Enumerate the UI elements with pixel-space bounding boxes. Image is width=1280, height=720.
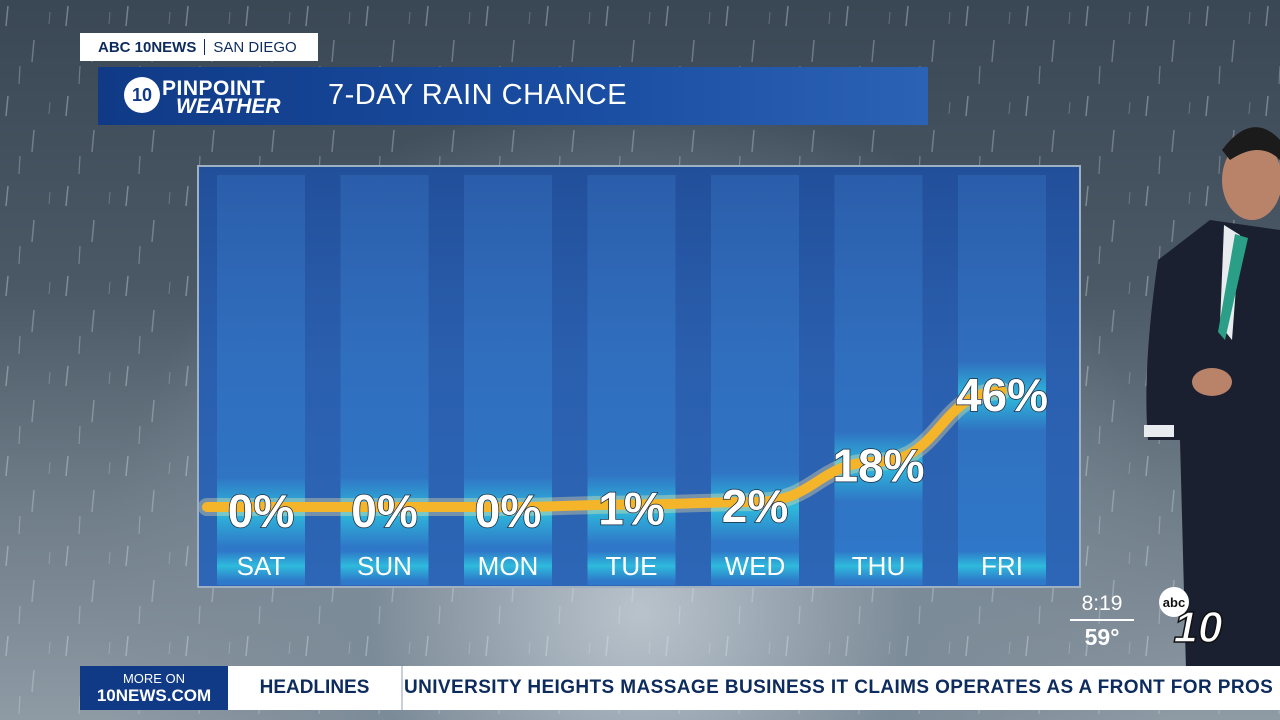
ticker-section: HEADLINES [228, 666, 403, 710]
pinpoint-weather-logo: 10 PINPOINT WEATHER [118, 75, 288, 119]
value-label: 0% [475, 485, 541, 537]
day-label: MON [478, 551, 539, 581]
more-on-10news[interactable]: MORE ON 10NEWS.COM [80, 666, 228, 710]
day-label: TUE [606, 551, 658, 581]
value-label: 2% [722, 480, 788, 532]
day-glow [217, 551, 305, 581]
value-label: 0% [228, 485, 294, 537]
logo-line1: PINPOINT [162, 77, 266, 100]
abc10-logo: abc 10 [1159, 587, 1224, 646]
current-temp: 59° [1084, 624, 1120, 650]
presenter-silhouette [1144, 127, 1280, 670]
logo-badge: 10 [124, 77, 160, 113]
graphic-title: 7-DAY RAIN CHANCE [328, 79, 628, 111]
title-bar: 10 PINPOINT WEATHER 7-DAY RAIN CHANCE [98, 67, 928, 125]
more-on-label: MORE ON [122, 671, 186, 686]
day-glow [834, 551, 923, 581]
chart-svg: 0% 0% 0% 1% 2% 18% 46% SAT SUN MON TUE WED THU FRI [198, 175, 1049, 585]
rain-chance-chart: 0% 0% 0% 1% 2% 18% 46% SAT SUN MON TUE WED THU FRI [197, 165, 1081, 588]
value-label: 18% [832, 440, 924, 492]
station-brand: ABC 10NEWS [98, 38, 197, 56]
value-label: 1% [598, 482, 664, 534]
day-label: FRI [981, 551, 1023, 581]
site-url: 10NEWS.COM [96, 686, 212, 705]
station-tag: ABC 10NEWS SAN DIEGO [80, 33, 318, 61]
day-glow [340, 551, 429, 581]
day-glow [587, 551, 676, 581]
ticker-story: UNIVERSITY HEIGHTS MASSAGE BUSINESS IT C… [404, 677, 1274, 698]
day-glow [464, 551, 552, 581]
rain-curve-line [202, 386, 1007, 512]
station-tag-divider [204, 39, 206, 55]
day-label: WED [725, 551, 786, 581]
value-label: 46% [956, 369, 1048, 421]
day-column [834, 175, 923, 585]
clock-time: 8:19 [1081, 592, 1123, 615]
day-glow [958, 551, 1046, 581]
station-city: SAN DIEGO [213, 38, 297, 56]
day-label: SUN [357, 551, 412, 581]
logo-line2: WEATHER [176, 95, 281, 118]
news-ticker: MORE ON 10NEWS.COM HEADLINES UNIVERSITY … [80, 666, 1280, 710]
abc10-logo-abc: abc [1163, 595, 1185, 610]
clock-temp-panel: 8:19 59° [1062, 592, 1142, 651]
clock-divider [1070, 619, 1134, 621]
day-label: SAT [237, 551, 286, 581]
day-label: THU [852, 551, 905, 581]
abc10-logo-number: 10 [1174, 603, 1223, 646]
value-label: 0% [351, 485, 417, 537]
day-glow [711, 551, 799, 581]
